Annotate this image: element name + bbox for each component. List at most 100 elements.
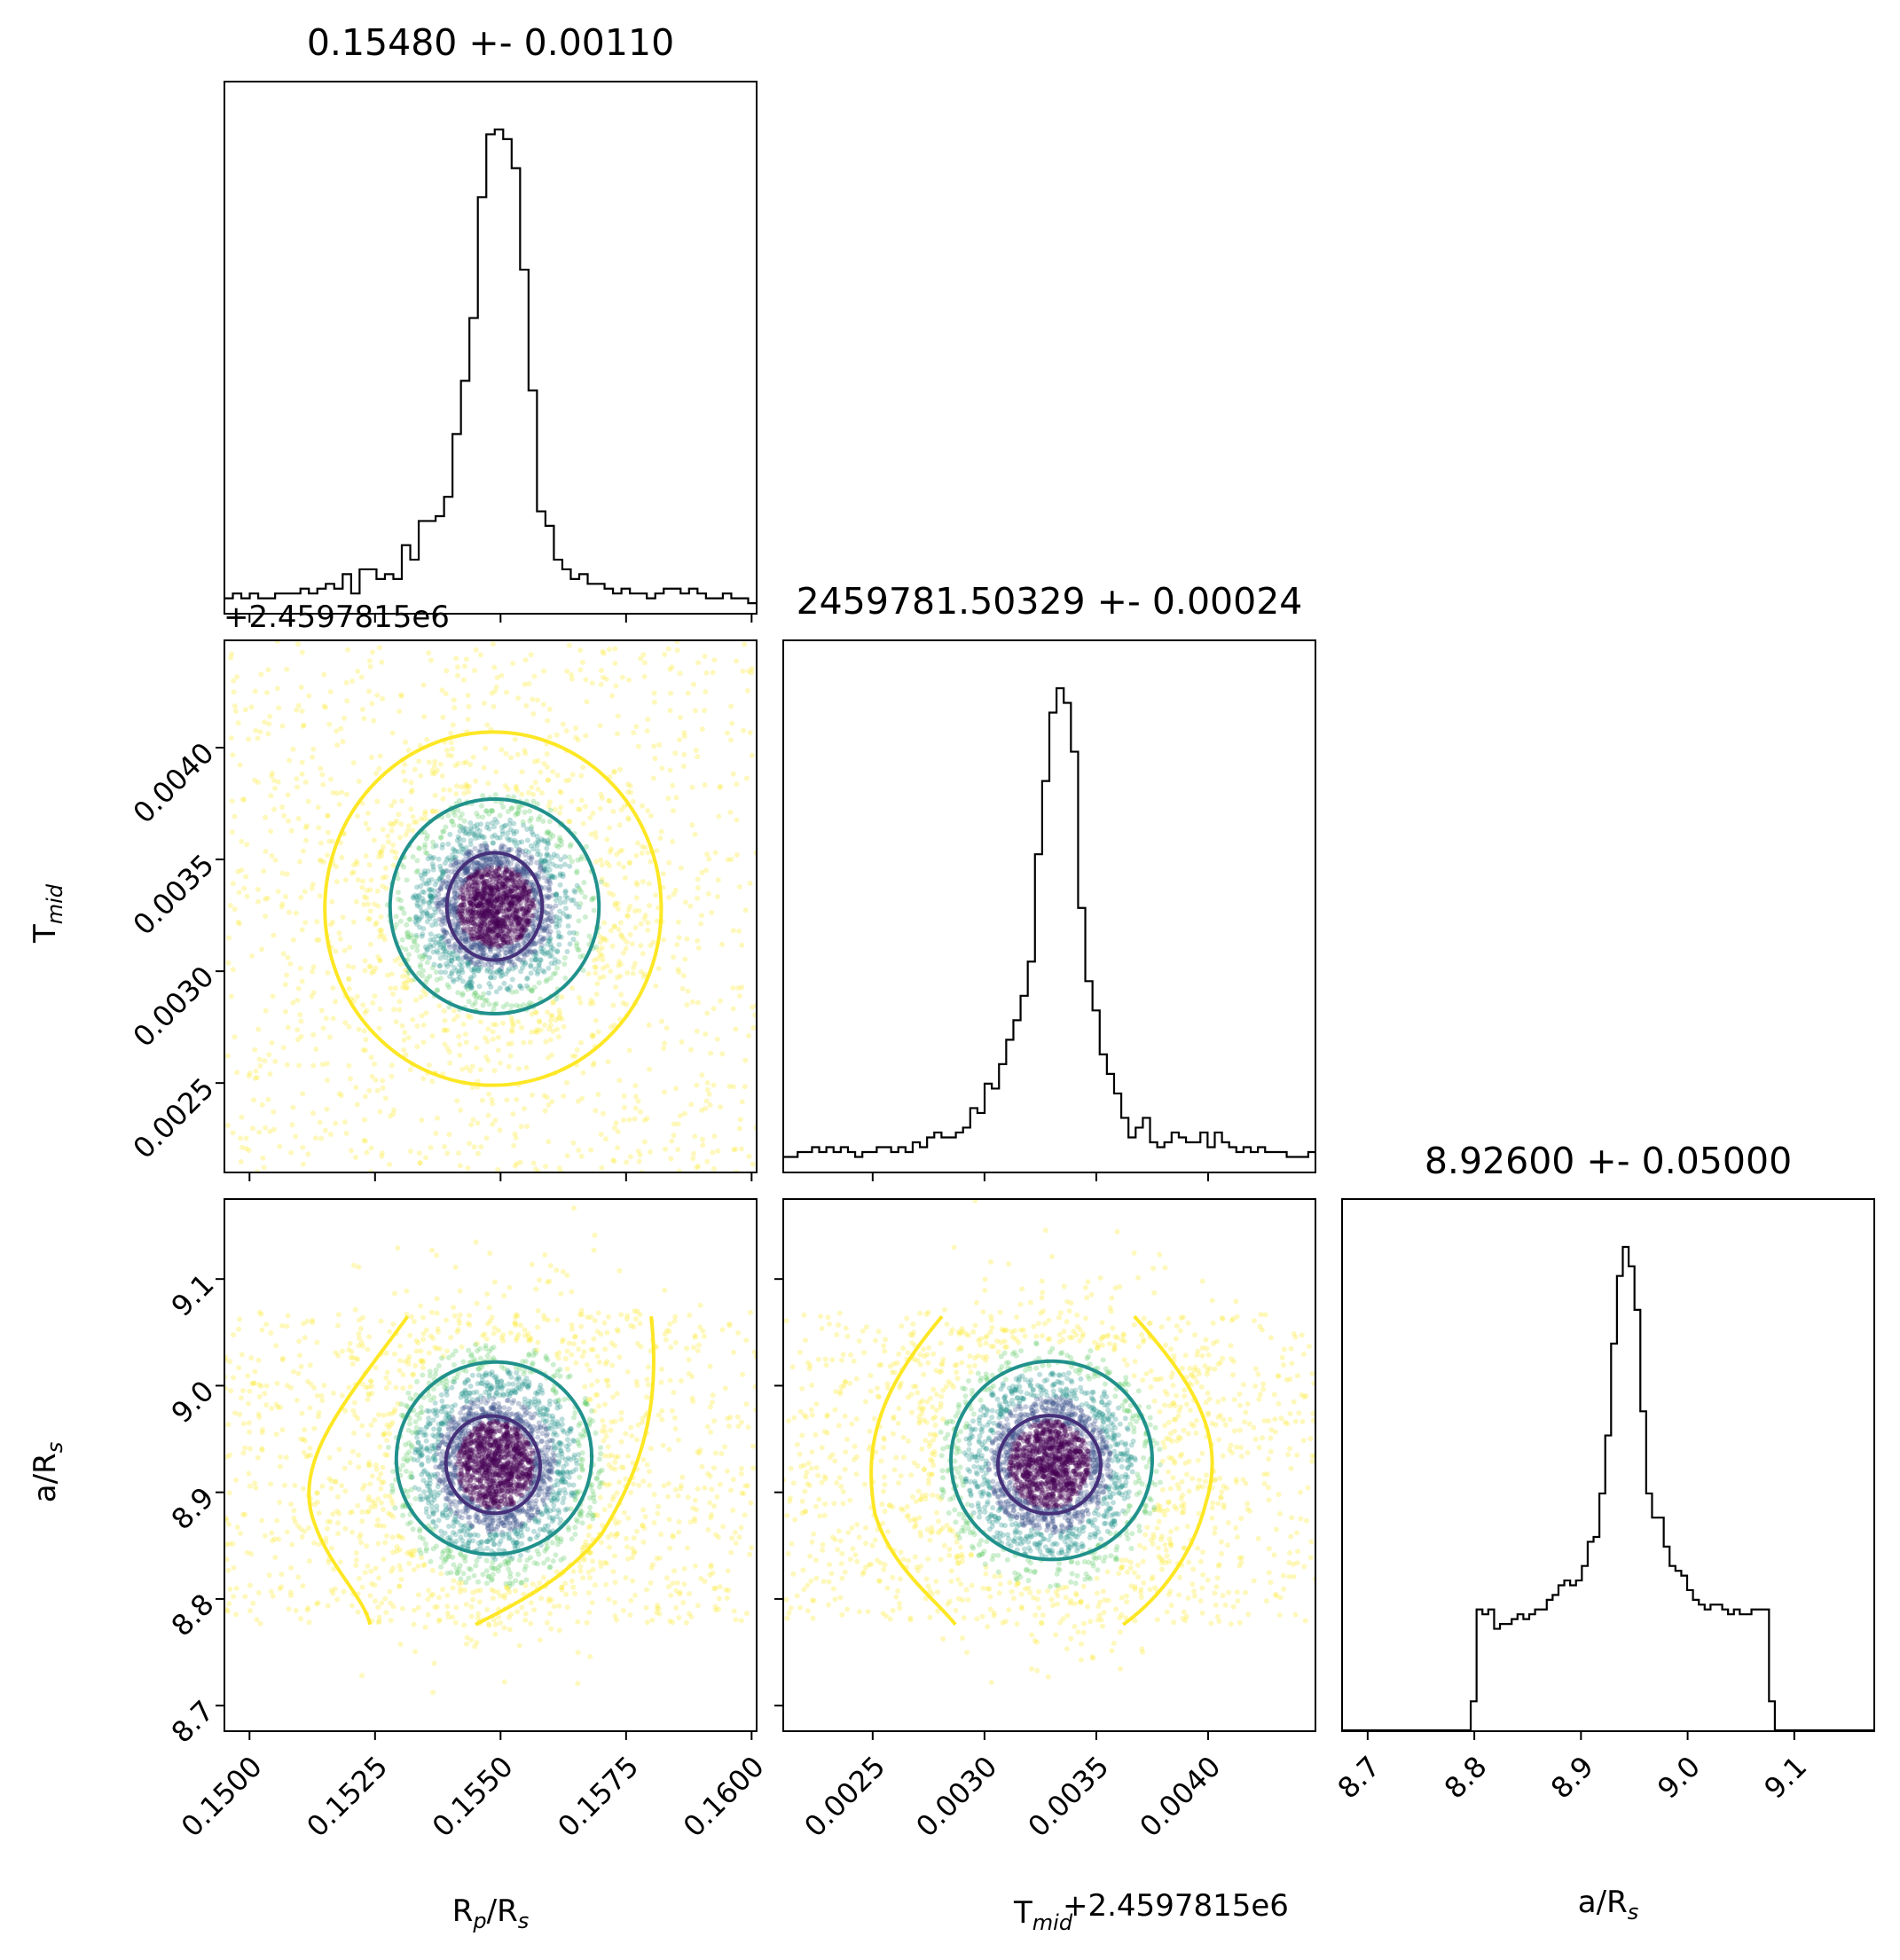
tmid-rp-sample-point <box>265 731 271 737</box>
tmid-rp-sample-point <box>389 848 396 854</box>
tmid-rp-sample-point <box>546 828 552 835</box>
tmid-rp-sample-point <box>567 863 573 869</box>
ars-rp-sample-point <box>569 1536 575 1542</box>
tmid-rp-sample-point <box>487 946 493 953</box>
tmid-rp-sample-point <box>599 862 605 868</box>
tmid-rp-sample-point <box>525 908 531 914</box>
tmid-rp-sample-point <box>453 859 459 866</box>
ars-rp-sample-point <box>231 1375 237 1381</box>
tmid-rp-sample-point <box>478 874 484 880</box>
tmid-rp-sample-point <box>532 949 538 955</box>
tmid-rp-sample-point <box>566 819 572 825</box>
tmid-rp-sample-point <box>503 896 509 902</box>
tmid-rp-sample-point <box>338 1093 344 1099</box>
tmid-rp-sample-point <box>474 821 480 827</box>
tmid-rp-sample-point <box>718 1104 724 1110</box>
tmid-rp-sample-point <box>401 864 407 870</box>
tmid-rp-sample-point <box>545 1054 551 1061</box>
tmid-rp-sample-point <box>512 874 518 880</box>
tmid-rp-sample-point <box>492 953 499 960</box>
tmid-rp-sample-point <box>574 870 580 876</box>
tmid-rp-sample-point <box>734 817 740 823</box>
tmid-rp-sample-point <box>671 954 677 960</box>
tmid-rp-sample-point <box>440 871 446 877</box>
tmid-rp-sample-point <box>472 941 477 946</box>
ars-rp-sample-point <box>596 1403 602 1409</box>
tmid-rp-sample-point <box>503 893 509 899</box>
tmid-rp-sample-point <box>351 862 357 868</box>
tmid-rp-sample-point <box>429 1078 436 1085</box>
tmid-rp-sample-point <box>319 772 326 778</box>
tmid-rp-sample-point <box>675 919 681 925</box>
tmid-rp-sample-point <box>412 919 419 925</box>
tmid-rp-sample-point <box>483 808 490 814</box>
tmid-rp-sample-point <box>484 1039 491 1045</box>
tmid-rp-sample-point <box>315 804 321 811</box>
ars-rp-sample-point <box>310 1317 316 1323</box>
tmid-rp-sample-point <box>534 801 540 807</box>
tmid-rp-sample-point <box>416 970 422 976</box>
tmid-rp-sample-point <box>465 909 471 915</box>
tmid-rp-sample-point <box>346 1062 352 1069</box>
tmid-rp-sample-point <box>362 1010 368 1015</box>
tmid-rp-sample-point <box>498 902 504 908</box>
tmid-rp-sample-point <box>438 921 444 928</box>
ars-rp-sample-point <box>248 1355 255 1361</box>
tmid-rp-sample-point <box>590 1000 596 1006</box>
tmid-rp-sample-point <box>255 886 261 892</box>
tmid-rp-sample-point <box>516 851 522 856</box>
tmid-rp-sample-point <box>465 866 470 872</box>
tmid-rp-ytick-label: 0.0025 <box>127 1071 221 1165</box>
tmid-rp-sample-point <box>487 877 493 883</box>
ars-rp-sample-point <box>607 1544 612 1550</box>
tmid-rp-sample-point <box>436 900 443 906</box>
tmid-rp-sample-point <box>574 882 580 889</box>
tmid-rp-sample-point <box>484 933 491 939</box>
tmid-rp-sample-point <box>439 899 445 906</box>
tmid-rp-sample-point <box>371 837 377 843</box>
ars-rp-sample-point <box>226 1490 232 1496</box>
tmid-rp-sample-point <box>495 923 501 929</box>
ars-rp-sample-point <box>581 1349 587 1355</box>
tmid-rp-sample-point <box>478 1144 484 1150</box>
tmid-rp-sample-point <box>343 679 349 686</box>
tmid-rp-sample-point <box>574 940 580 946</box>
tmid-rp-sample-point <box>363 853 369 859</box>
tmid-rp-sample-point <box>300 848 306 854</box>
tmid-rp-sample-point <box>615 906 621 912</box>
tmid-rp-sample-point <box>524 907 530 913</box>
tmid-rp-sample-point <box>478 919 484 925</box>
tmid-rp-sample-point <box>423 1155 428 1161</box>
tmid-rp-sample-point <box>525 947 531 953</box>
tmid-rp-sample-point <box>677 1113 683 1118</box>
tmid-rp-sample-point <box>473 894 479 900</box>
tmid-rp-sample-point <box>552 957 558 962</box>
tmid-rp-sample-point <box>513 785 519 791</box>
tmid-rp-sample-point <box>230 1130 236 1136</box>
tmid-rp-sample-point <box>405 934 412 940</box>
tmid-rp-sample-point <box>479 1097 485 1103</box>
tmid-rp-sample-point <box>715 1148 721 1154</box>
tmid-rp-sample-point <box>309 885 315 891</box>
tmid-rp-sample-point <box>578 772 585 779</box>
tmid-rp-sample-point <box>281 812 287 819</box>
ars-rp-sample-point <box>722 1385 728 1392</box>
panel-ars-vs-rp: 0.1500 0.1525 0.1550 0.1575 0.16008.78.88.99… <box>165 1198 771 1844</box>
tmid-rp-sample-point <box>746 1153 752 1159</box>
tmid-rp-sample-point <box>428 894 435 900</box>
tmid-rp-sample-point <box>451 943 458 949</box>
tmid-rp-sample-point <box>501 859 507 866</box>
tmid-rp-sample-point <box>526 898 532 904</box>
tmid-rp-sample-point <box>363 1037 369 1043</box>
tmid-rp-sample-point <box>483 878 489 884</box>
tmid-rp-sample-point <box>478 959 484 965</box>
tmid-rp-sample-point <box>515 695 522 702</box>
tmid-rp-sample-point <box>557 835 563 841</box>
tmid-rp-sample-point <box>469 1063 475 1070</box>
ars-rp-sample-point <box>356 1452 361 1458</box>
tmid-rp-sample-point <box>479 939 485 945</box>
ars-rp-sample-point <box>564 1273 570 1278</box>
tmid-rp-sample-point <box>621 1093 627 1099</box>
ars-rp-sample-point <box>426 1415 432 1422</box>
tmid-rp-sample-point <box>396 999 403 1005</box>
